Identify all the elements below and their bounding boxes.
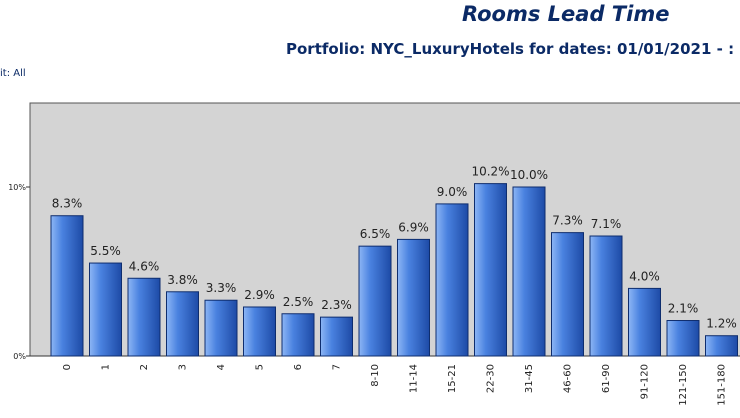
data-label-151-180: 1.2% [706,317,737,331]
bar-4 [204,299,238,357]
data-label-11-14: 6.9% [398,220,429,234]
x-tick-label-91-120: 91-120 [640,364,651,399]
x-tick-label-6: 6 [293,364,304,370]
report-subtitle: Portfolio: NYC_LuxuryHotels for dates: 0… [286,40,735,58]
data-label-6: 2.5% [283,295,314,309]
bar-15-21 [435,203,469,357]
data-label-31-45: 10.0% [510,168,548,182]
filter-text: it: All [0,68,26,79]
x-tick-label-22-30: 22-30 [486,364,497,393]
x-tick-label-4: 4 [216,364,227,370]
y-tick-label: 0% [13,352,26,361]
x-tick-label-8-10: 8-10 [370,364,381,387]
x-tick-label-5: 5 [255,364,266,370]
data-label-8-10: 6.5% [360,227,391,241]
y-tick-label: 10% [8,183,26,192]
x-tick-label-151-180: 151-180 [717,364,728,406]
bar-22-30 [474,183,507,357]
data-label-15-21: 9.0% [437,185,468,199]
data-label-61-90: 7.1% [591,217,622,231]
x-tick-label-15-21: 15-21 [447,364,458,393]
bar-0 [50,215,84,357]
x-tick-label-31-45: 31-45 [524,364,535,393]
data-label-7: 2.3% [321,298,352,312]
report-title: Rooms Lead Time [462,2,670,26]
x-tick-label-1: 1 [101,364,112,370]
data-label-5: 2.9% [244,288,275,302]
x-tick-label-0: 0 [62,364,73,370]
data-label-91-120: 4.0% [629,269,660,283]
x-tick-label-3: 3 [178,364,189,370]
data-label-0: 8.3% [52,197,83,211]
bar-61-90 [589,235,623,357]
x-axis: 0 1 2 3 4 5 6 7 8-10 11-14 15-21 22-30 31-45 46-60 61-… [62,364,728,406]
data-label-121-150: 2.1% [668,302,699,316]
data-label-3: 3.8% [167,273,198,287]
bar-3 [166,291,199,357]
data-label-4: 3.3% [206,281,237,295]
x-tick-label-121-150: 121-150 [678,364,689,406]
bar-11-14 [397,238,430,357]
data-label-1: 5.5% [90,244,121,258]
bar-6 [281,313,315,357]
bar-1 [89,262,122,357]
bar-151-180 [705,335,738,357]
data-label-22-30: 10.2% [471,165,509,179]
bar-46-60 [551,232,584,357]
data-labels: 8.3% 5.5% 4.6% 3.8% 3.3% 2.9% 2.5% 2.3% 6.5% 6.9%… [52,165,737,331]
bars [50,183,738,357]
x-tick-label-61-90: 61-90 [601,364,612,393]
bar-2 [127,277,161,357]
data-label-46-60: 7.3% [552,214,583,228]
bar-31-45 [512,186,546,357]
x-tick-label-2: 2 [139,364,150,370]
bar-8-10 [358,245,392,357]
bar-91-120 [628,287,661,357]
bar-121-150 [666,320,700,357]
x-tick-label-46-60: 46-60 [563,364,574,393]
x-tick-label-7: 7 [332,364,343,370]
data-label-2: 4.6% [129,259,160,273]
bar-5 [243,306,276,357]
x-tick-label-11-14: 11-14 [409,364,420,393]
bar-7 [320,316,353,357]
